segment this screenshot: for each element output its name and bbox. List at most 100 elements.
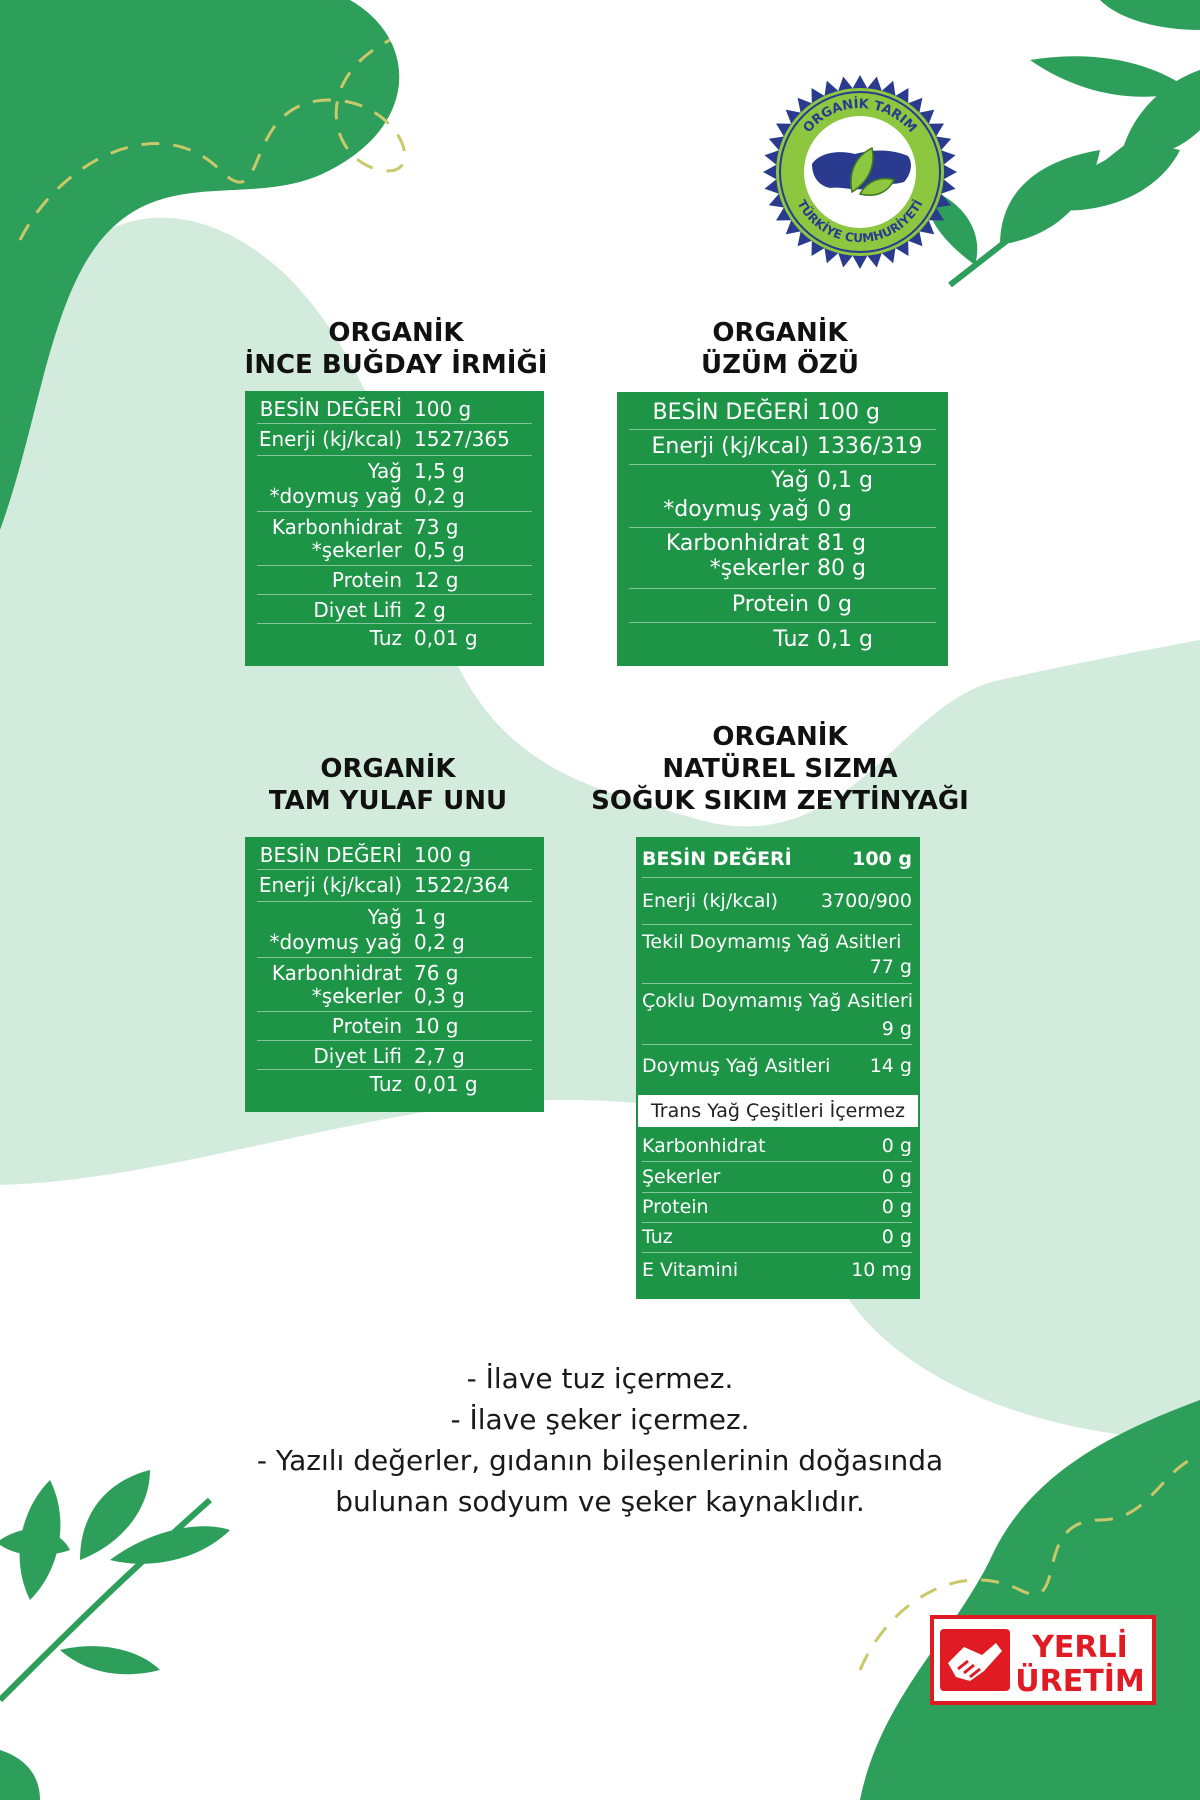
nutrient-label: Diyet Lifi [313,598,402,622]
nutrient-value: 76 g [414,961,459,985]
nutrient-label: Enerji (kj/kcal) [258,427,402,451]
nutrient-label: Şekerler [642,1166,721,1188]
title-line: ÜZÜM ÖZÜ [700,350,860,380]
nutrient-value: 0,3 g [414,984,465,1008]
nutrient-value: 10 mg [851,1259,912,1281]
nutrient-label: Tekil Doymamış Yağ Asitleri [642,931,902,953]
nutrient-value: 73 g [414,515,459,539]
nutrient-value: 100 g [817,400,880,425]
leaf-icon [858,177,896,196]
nutrient-value: 10 g [414,1014,459,1038]
nutrient-label: Diyet Lifi [313,1044,402,1068]
nutrient-value: 0,2 g [414,930,465,954]
handshake-icon [940,1629,1010,1691]
note-line: - Yazılı değerler, gıdanın bileşenlerini… [256,1444,944,1477]
title-line: İNCE BUĞDAY İRMİĞİ [244,350,548,380]
nutrient-value: 0 g [881,1196,912,1218]
top-left-green-blob [0,0,400,530]
nutrient-label: BESİN DEĞERİ [259,843,402,867]
title-line: TAM YULAF UNU [268,786,508,816]
nutrient-label: Yağ [771,468,809,493]
nutrition-row: BESİN DEĞERİ 100 g [257,841,532,870]
nutrient-label: Protein [331,1014,402,1038]
nutrient-label: Karbonhidrat [642,1135,766,1157]
nutrient-label: Protein [331,568,402,592]
dashed-curve-bottom [858,1453,1200,1671]
nutrient-label: Yağ [367,905,402,929]
nutrition-row: Karbonhidrat 76 g *şekerler 0,3 g [257,958,532,1012]
nutrient-label: BESİN DEĞERİ [642,848,792,870]
nutrient-label: Enerji (kj/kcal) [642,890,779,912]
nutrient-value: 2 g [414,598,446,622]
nutrition-row: Protein 10 g [257,1012,532,1041]
nutrient-label: *doymuş yağ [269,930,403,954]
nutrient-label: Yağ [367,459,402,483]
note-line: bulunan sodyum ve şeker kaynaklıdır. [335,1485,865,1518]
bottom-left-leaves [0,1470,230,1800]
title-line: ORGANİK [328,318,464,348]
nutrition-row: Yağ 0,1 g *doymuş yağ 0 g [629,465,936,528]
yerli-uretim-badge: YERLİ ÜRETİM [930,1615,1156,1705]
nutrient-value: 1336/319 [817,434,923,459]
nutrition-table: BESİN DEĞERİ 100 g Enerji (kj/kcal) 1527/3… [245,391,544,666]
product-title: ORGANİK TAM YULAF UNU [188,753,588,817]
nutrient-label: *doymuş yağ [269,484,403,508]
nutrient-label: Protein [642,1196,709,1218]
nutrition-row: Protein 0 g [629,589,936,623]
nutrition-row: Tekil Doymamış Yağ Asitleri 77 g [642,925,912,984]
nutrition-row: Yağ 1,5 g *doymuş yağ 0,2 g [257,456,532,512]
nutrition-table: BESİN DEĞERİ 100 g Enerji (kj/kcal) 1336/3… [617,392,948,666]
nutrition-row: E Vitamini 10 mg [642,1253,912,1289]
nutrient-label: Çoklu Doymamış Yağ Asitleri [642,990,914,1012]
organic-farming-seal: ORGANİK TARIM TÜRKİYE CUMHURİYETİ [763,75,957,269]
title-line: SOĞUK SIKIM ZEYTİNYAĞI [591,786,969,816]
nutrient-value: 0,1 g [817,627,873,652]
nutrient-value: 1 g [414,905,446,929]
product-title: ORGANİK İNCE BUĞDAY İRMİĞİ [196,317,596,381]
nutrient-value: 0,01 g [414,626,478,650]
nutrient-value: 3700/900 [820,890,912,912]
nutrient-label: Karbonhidrat [271,961,402,985]
nutrient-label: Karbonhidrat [271,515,402,539]
note-line: - İlave şeker içermez. [450,1403,750,1436]
nutrient-value: 0,1 g [817,468,873,493]
nutrient-value: 81 g [817,531,866,556]
nutrition-row: Tuz 0 g [642,1223,912,1253]
nutrient-value: 1,5 g [414,459,465,483]
notes: - İlave tuz içermez. - İlave şeker içerm… [160,1358,1040,1522]
nutrition-row: Tuz 0,1 g [629,623,936,659]
nutrition-row: Tuz 0,01 g [257,624,532,654]
title-line: NATÜREL SIZMA [662,754,898,784]
nutrient-label: Tuz [773,627,809,652]
nutrient-label: *doymuş yağ [663,497,809,522]
top-right-leaves [927,0,1200,288]
nutrient-value: 14 g [869,1055,912,1077]
nutrient-label: BESİN DEĞERİ [652,400,809,425]
nutrient-value: 9 g [881,1018,912,1040]
nutrient-label: Enerji (kj/kcal) [651,434,809,459]
nutrition-row: Tuz 0,01 g [257,1070,532,1100]
nutrient-label: *şekerler [311,984,402,1008]
nutrition-row: Enerji (kj/kcal) 1527/365 [257,424,532,456]
nutrition-row: Yağ 1 g *doymuş yağ 0,2 g [257,902,532,958]
nutrient-value: 1527/365 [414,427,510,451]
nutrition-row: Çoklu Doymamış Yağ Asitleri 9 g [642,984,914,1045]
seal-inner-ring [779,91,941,253]
nutrition-row: BESİN DEĞERİ 100 g [257,395,532,424]
badge-line-1: YERLİ [1031,1629,1128,1665]
nutrition-row: BESİN DEĞERİ 100 g [629,396,936,430]
nutrient-label: BESİN DEĞERİ [259,397,402,421]
product-title: ORGANİK ÜZÜM ÖZÜ [580,317,980,381]
nutrition-row: Enerji (kj/kcal) 1336/319 [629,430,936,465]
nutrient-label: E Vitamini [642,1259,739,1281]
nutrient-value: 2,7 g [414,1044,465,1068]
nutrient-label: Tuz [369,626,402,650]
nutrient-value: 0 g [881,1166,912,1188]
nutrient-label: Tuz [642,1226,673,1248]
nutrition-row: Protein 12 g [257,566,532,595]
nutrition-row: Karbonhidrat 73 g *şekerler 0,5 g [257,512,532,566]
nutrient-value: 0 g [881,1226,912,1248]
nutrient-value: 100 g [414,843,472,867]
nutrient-label: Protein [731,592,809,617]
